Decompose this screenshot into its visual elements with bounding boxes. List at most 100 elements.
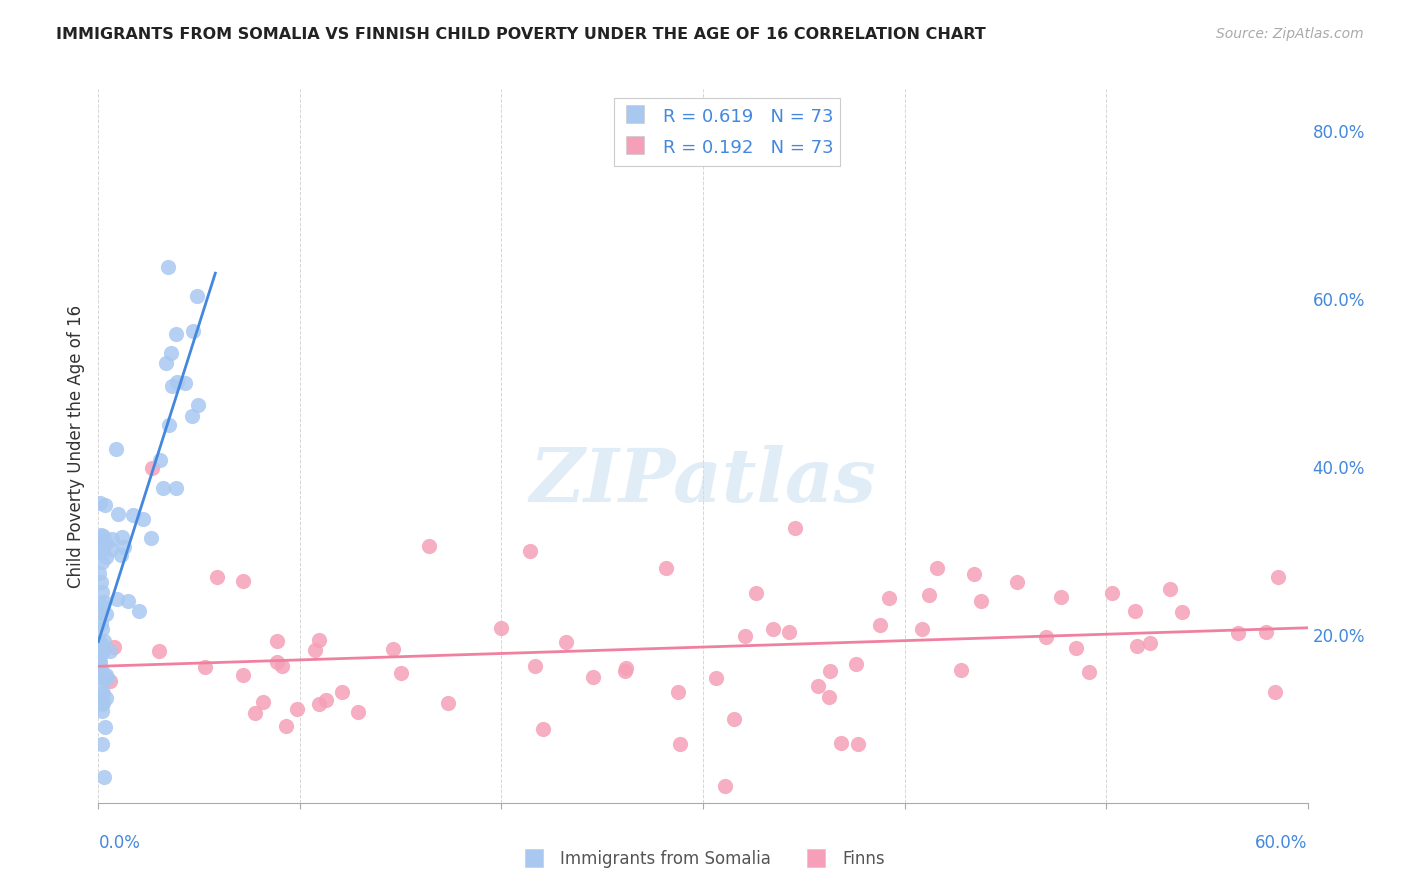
Point [437,696,460,710]
Point [100,541,122,556]
Point [807,679,830,693]
Point [90,528,112,542]
Point [90,638,112,652]
Point [845,657,868,671]
Point [93,770,115,784]
Point [166,326,188,341]
Point [90,647,112,661]
Point [243,706,266,721]
Point [98,674,121,689]
Point [785,521,807,535]
Text: 0.0%: 0.0% [98,834,141,852]
Point [927,561,949,575]
Point [101,533,124,547]
Point [90,668,112,682]
Point [94,691,117,706]
Point [90,704,112,718]
Point [139,531,162,545]
Point [949,663,972,677]
Point [762,622,785,636]
Point [778,625,800,640]
Point [266,655,288,669]
Point [970,593,993,607]
Point [98,644,121,658]
Point [91,644,114,658]
Point [148,644,170,658]
Point [94,498,117,512]
Point [112,541,135,555]
Point [519,544,541,558]
Point [89,574,111,589]
Point [389,665,412,680]
Point [655,561,678,575]
Point [93,595,115,609]
Point [1264,684,1286,698]
Point [117,594,139,608]
Point [96,607,118,621]
Point [613,664,636,678]
Point [734,629,756,643]
Point [274,719,297,733]
Point [347,706,370,720]
Point [744,586,766,600]
Point [156,260,179,275]
Point [87,654,110,668]
Point [554,635,576,649]
Point [1171,605,1194,619]
Point [869,618,891,632]
Point [90,681,112,696]
Point [149,453,172,467]
Point [308,633,330,648]
Point [105,592,128,607]
Point [1159,582,1181,596]
Point [111,530,134,544]
Point [166,376,188,390]
Point [94,535,117,549]
Point [91,541,114,556]
Point [714,779,737,793]
Point [1049,591,1071,605]
Point [1066,641,1088,656]
Point [418,539,440,553]
Point [93,720,115,734]
Point [128,604,150,618]
Point [285,702,308,716]
Point [669,737,692,751]
Point [160,379,183,393]
Point [704,671,727,685]
Text: IMMIGRANTS FROM SOMALIA VS FINNISH CHILD POVERTY UNDER THE AGE OF 16 CORRELATION: IMMIGRANTS FROM SOMALIA VS FINNISH CHILD… [56,27,986,42]
Point [666,685,689,699]
Point [846,737,869,751]
Point [96,671,118,685]
Point [830,736,852,750]
Point [89,607,111,621]
Point [524,658,547,673]
Point [382,641,405,656]
Point [304,643,326,657]
Point [152,481,174,495]
Point [91,584,114,599]
Point [90,738,112,752]
Point [723,712,745,726]
Point [1125,639,1147,653]
Point [89,656,111,670]
Point [122,508,145,522]
Point [90,616,112,631]
Point [918,588,941,602]
Point [531,723,554,737]
Point [962,566,984,581]
Point [89,641,111,656]
Point [90,697,112,711]
Point [91,685,114,699]
Point [1267,569,1289,583]
Point [1123,604,1146,618]
Point [165,482,187,496]
Point [186,289,208,303]
Point [1227,625,1250,640]
Point [103,640,125,654]
Point [160,346,183,360]
Point [1256,624,1278,639]
Point [107,508,129,522]
Point [187,398,209,412]
Point [183,324,205,338]
